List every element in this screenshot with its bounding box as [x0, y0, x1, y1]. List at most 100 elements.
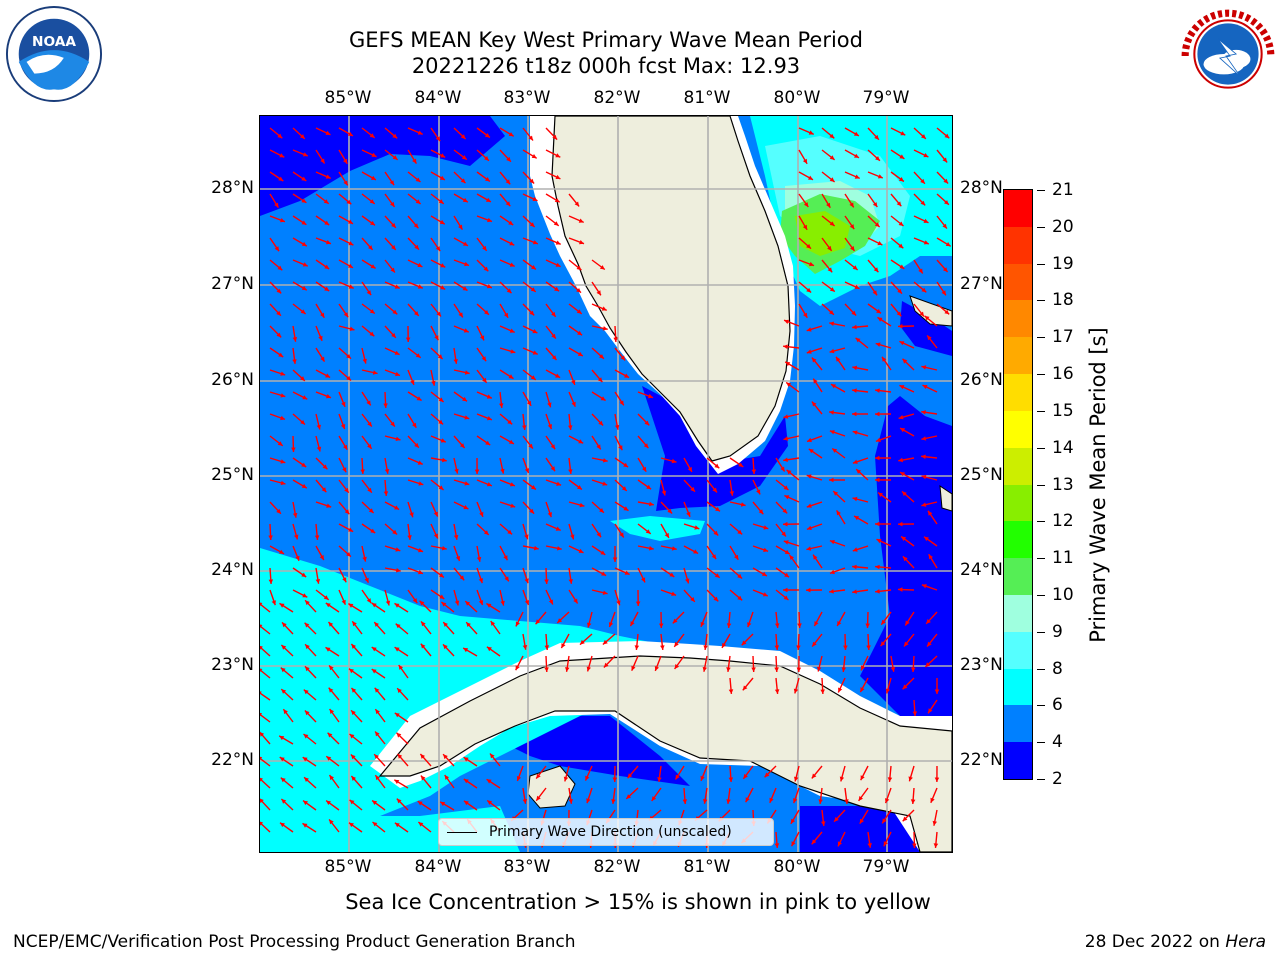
wave-arrow-head	[623, 506, 629, 511]
wave-arrow-head	[532, 196, 538, 201]
wave-arrow-head	[620, 355, 626, 361]
colorbar-tick	[1037, 705, 1045, 707]
wave-arrow-head	[366, 290, 372, 296]
wave-arrow-head	[490, 621, 496, 626]
wave-arrow-head	[944, 133, 950, 139]
wave-arrow-head	[829, 287, 835, 292]
wave-arrow-head	[277, 133, 283, 139]
wave-arrow-head	[945, 242, 951, 247]
wave-arrow-head	[316, 446, 322, 452]
wave-arrow-head	[803, 202, 809, 207]
wave-arrow-head	[783, 521, 788, 527]
wave-arrow-head	[932, 820, 937, 826]
wave-arrow-head	[301, 220, 307, 225]
wave-arrow-head	[643, 443, 649, 449]
wave-arrow-head	[877, 241, 883, 246]
wave-arrow-head	[394, 822, 400, 828]
wave-arrow-head	[305, 644, 310, 650]
wave-arrow-head	[536, 773, 541, 779]
wave-arrow-head	[434, 335, 439, 341]
wave-arrow-head	[522, 645, 528, 650]
wave-arrow-head	[397, 688, 402, 694]
wave-arrow-head	[829, 221, 835, 226]
wave-arrow-head	[347, 131, 353, 136]
wave-arrow-head	[531, 154, 537, 159]
wave-arrow-head	[827, 267, 833, 273]
wave-arrow-head	[861, 665, 866, 671]
wave-arrow-head	[774, 645, 780, 650]
wave-arrow-head	[885, 688, 890, 694]
colorbar-tick	[1037, 779, 1045, 780]
wave-arrow-head	[524, 468, 530, 473]
wave-arrow-head	[528, 443, 533, 449]
wave-arrow-head	[302, 152, 308, 157]
wave-arrow-head	[737, 573, 743, 579]
wave-arrow-head	[304, 710, 310, 716]
wave-arrow-head	[902, 358, 908, 364]
wave-arrow-head	[644, 420, 650, 426]
wave-arrow-head	[852, 430, 858, 435]
wave-arrow-head	[394, 779, 400, 784]
wave-arrow-head	[460, 178, 466, 184]
wave-arrow-head	[874, 134, 879, 140]
lon-tick-top: 84°W	[414, 88, 462, 108]
wave-arrow-head	[942, 223, 947, 229]
wave-arrow-head	[881, 619, 886, 625]
wave-arrow-head	[302, 593, 308, 598]
wave-arrow-head	[671, 591, 677, 596]
wave-arrow-head	[292, 337, 298, 342]
wave-arrow-head	[391, 245, 396, 250]
wave-arrow-head	[303, 800, 308, 806]
wave-arrow-head	[409, 512, 414, 518]
wave-arrow-head	[443, 644, 448, 650]
wave-arrow-head	[646, 484, 652, 490]
wave-arrow-head	[463, 779, 469, 784]
gridlines	[260, 116, 952, 852]
wave-arrow-head	[576, 288, 581, 293]
wave-arrow-head	[851, 310, 857, 316]
wave-arrow-head	[855, 337, 861, 343]
wave-arrow-head	[865, 623, 870, 628]
wave-arrow-head	[421, 621, 426, 627]
wave-arrow-head	[325, 130, 331, 135]
wave-arrow-head	[369, 309, 375, 314]
wave-arrow-head	[508, 374, 514, 379]
wave-arrow-head	[616, 600, 621, 606]
wave-arrow-head	[349, 734, 355, 739]
wave-arrow-head	[407, 535, 412, 540]
wave-arrow-head	[341, 401, 346, 407]
wave-arrow-head	[600, 396, 606, 401]
colorbar-tick-label: 8	[1052, 658, 1063, 679]
wave-arrow-head	[524, 534, 529, 540]
wave-arrow-head	[369, 199, 375, 204]
colorbar-title: Primary Wave Mean Period [s]	[1086, 327, 1110, 643]
wave-arrow-head	[944, 309, 950, 315]
wave-arrow-head	[417, 460, 423, 465]
wave-arrow-head	[577, 485, 582, 490]
colorbar-tick-label: 6	[1052, 695, 1063, 716]
wave-arrow-head	[412, 158, 417, 164]
wave-arrow-head	[850, 246, 855, 251]
colorbar-segment	[1004, 447, 1032, 485]
wave-arrow-head	[280, 777, 286, 783]
wave-arrow-head	[806, 349, 812, 354]
wave-arrow-head	[323, 199, 329, 204]
wave-arrow-head	[320, 356, 325, 362]
wave-arrow-head	[260, 691, 262, 695]
wave-arrow-head	[410, 379, 415, 385]
colorbar-segment	[1004, 374, 1032, 411]
wave-arrow-head	[315, 579, 321, 584]
wave-arrow-head	[839, 776, 845, 782]
wave-arrow-head	[443, 622, 448, 627]
wave-arrow-head	[729, 491, 734, 496]
colorbar-tick-label: 2	[1052, 769, 1063, 789]
wave-arrow-head	[602, 481, 608, 486]
wave-arrow-head	[820, 689, 825, 694]
wave-arrow-head	[574, 201, 580, 207]
wave-arrow-head	[874, 222, 880, 227]
wave-arrow-head	[642, 466, 647, 472]
wave-arrow-head	[509, 328, 515, 333]
sea-ice-note: Sea Ice Concentration > 15% is shown in …	[345, 890, 931, 914]
wave-arrow-head	[440, 285, 446, 290]
wave-arrow-head	[392, 133, 398, 139]
